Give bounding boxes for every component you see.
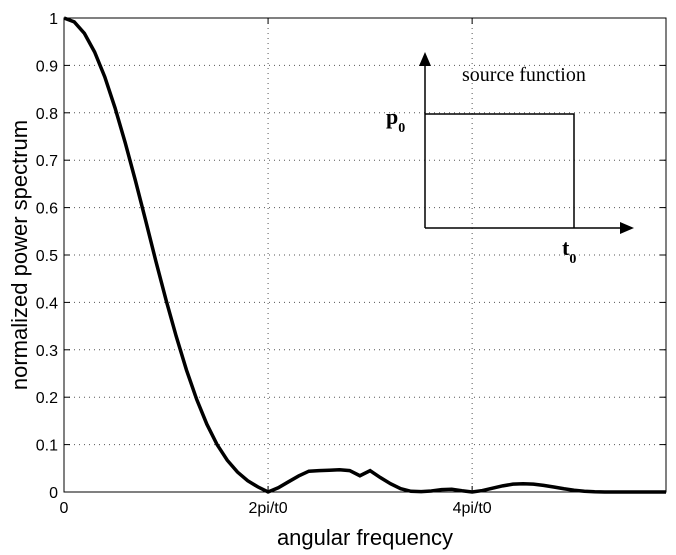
source-function-inset: source function p0 t0 [386, 52, 634, 267]
y-tick-label: 0.1 [36, 438, 58, 455]
axis-ticks: 0 0.1 0.2 0.3 0.4 0.5 0.6 0.7 0.8 0.9 1 0 2pi/t0 4pi/… [36, 11, 666, 517]
x-tick-label: 0 [60, 500, 69, 517]
x-tick-label: 2pi/t0 [248, 500, 287, 517]
y-tick-label: 0.7 [36, 153, 58, 170]
inset-title: source function [462, 64, 586, 86]
inset-width-symbol: t [562, 235, 570, 260]
y-tick-label: 0.3 [36, 343, 58, 360]
y-axis-label: normalized power spectrum [7, 120, 32, 390]
x-axis-label: angular frequency [277, 525, 453, 550]
inset-width-subscript: 0 [569, 252, 576, 267]
inset-height-subscript: 0 [398, 121, 405, 136]
y-tick-label: 0.2 [36, 390, 58, 407]
y-tick-label: 0 [49, 485, 58, 502]
y-tick-label: 0.6 [36, 201, 58, 218]
y-tick-label: 0.9 [36, 58, 58, 75]
x-tick-label: 4pi/t0 [453, 500, 492, 517]
inset-horizontal-arrowhead [620, 222, 634, 234]
grid-lines [64, 18, 666, 492]
spectrum-series-line [63, 16, 666, 494]
y-tick-label: 0.4 [36, 295, 58, 312]
y-tick-label: 1 [49, 11, 58, 28]
inset-height-label: p0 [386, 104, 405, 136]
inset-vertical-arrowhead [419, 52, 431, 66]
inset-rectangle-pulse [425, 113, 575, 228]
inset-height-symbol: p [386, 104, 398, 129]
y-tick-label: 0.5 [36, 248, 58, 265]
y-tick-label: 0.8 [36, 106, 58, 123]
inset-width-label: t0 [562, 235, 576, 267]
